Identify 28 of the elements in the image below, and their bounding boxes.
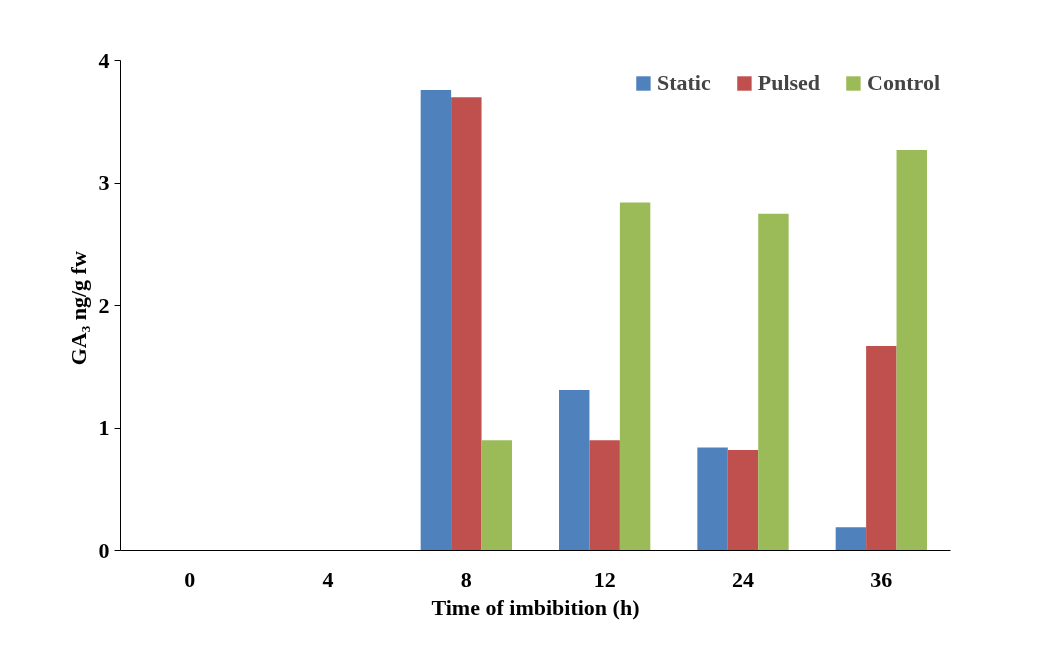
x-tick-label: 24 (732, 566, 754, 592)
y-axis-title: GA₃ ng/g fw (65, 251, 91, 366)
bar (727, 450, 759, 551)
bar (559, 390, 590, 551)
y-tick-label: 4 (98, 47, 110, 73)
bar (758, 213, 789, 551)
x-axis-title: Time of imbibition (h) (431, 594, 640, 620)
y-tick-label: 2 (98, 292, 110, 318)
x-tick-label: 4 (322, 566, 334, 592)
bar (866, 345, 897, 551)
bar (835, 527, 867, 551)
bar (420, 89, 452, 551)
bar (619, 202, 651, 551)
x-tick-label: 36 (870, 566, 893, 592)
y-tick-label: 3 (98, 170, 110, 195)
x-tick-label: 8 (460, 566, 472, 592)
x-tick-label: 12 (593, 566, 616, 592)
legend-label: Static (656, 70, 711, 96)
bar (589, 440, 620, 551)
bar (451, 97, 482, 551)
x-tick-label: 0 (184, 566, 196, 592)
legend-label: Control (867, 70, 940, 96)
bar (896, 149, 927, 551)
bar (481, 440, 512, 551)
legend-label: Pulsed (757, 70, 821, 96)
y-tick-label: 1 (98, 415, 110, 440)
bar (697, 447, 728, 551)
y-tick-label: 0 (98, 537, 110, 563)
